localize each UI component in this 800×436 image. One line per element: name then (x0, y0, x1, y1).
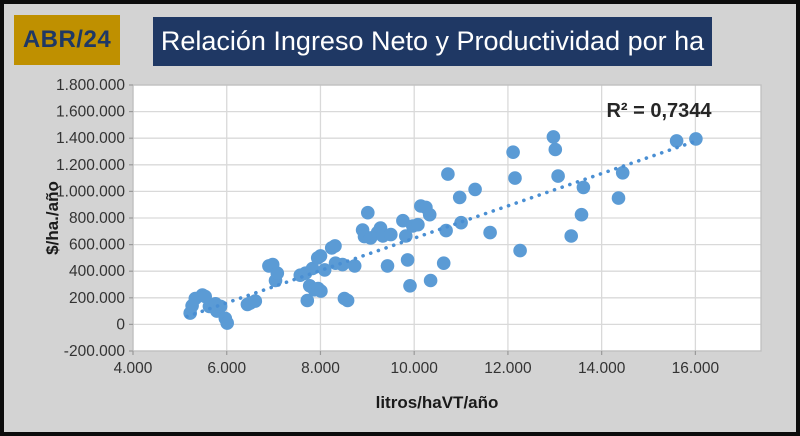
scatter-point (452, 190, 467, 205)
scatter-point (248, 294, 263, 308)
date-badge-label: ABR/24 (22, 26, 112, 53)
x-tick-label: 6.000 (207, 360, 246, 377)
y-tick-label: 400.000 (69, 263, 125, 280)
scatter-point (513, 243, 527, 258)
scatter-point (436, 256, 451, 270)
x-tick-label: 8.000 (301, 360, 340, 377)
scatter-point (439, 223, 453, 238)
scatter-point (400, 253, 415, 267)
scatter-point (380, 259, 395, 273)
y-tick-label: -200.000 (64, 343, 126, 360)
scatter-point (483, 225, 497, 240)
scatter-point (335, 257, 350, 272)
scatter-point (669, 134, 684, 148)
scatter-point (508, 171, 522, 185)
scatter-point (347, 259, 362, 273)
scatter-point (546, 130, 561, 144)
r-squared-annotation: R² = 0,7344 (606, 100, 712, 122)
scatter-point (300, 293, 315, 308)
scatter-point (574, 207, 589, 222)
x-tick-label: 16.000 (672, 360, 720, 377)
chart-title: Relación Ingreso Neto y Productividad po… (160, 26, 705, 56)
x-tick-label: 4.000 (114, 360, 153, 377)
y-tick-label: 600.000 (69, 237, 125, 254)
scatter-point (422, 207, 437, 222)
scatter-point (384, 227, 398, 242)
scatter-point (454, 215, 468, 230)
scatter-point (551, 169, 565, 183)
y-axis-title: $/ha./año (43, 181, 62, 255)
y-tick-label: 0 (116, 316, 125, 333)
x-axis-title: litros/haVT/año (376, 393, 499, 412)
scatter-point (314, 284, 328, 298)
y-tick-label: 1.800.000 (56, 77, 125, 94)
scatter-point (313, 249, 328, 263)
x-tick-label: 10.000 (390, 360, 438, 377)
y-tick-label: 1.200.000 (56, 157, 125, 174)
scatter-point (548, 142, 563, 157)
scatter-point (564, 229, 578, 243)
scatter-point (611, 191, 626, 205)
x-tick-label: 12.000 (484, 360, 532, 377)
scatter-point (506, 145, 520, 159)
y-tick-label: 200.000 (69, 290, 125, 307)
scatter-point (328, 239, 342, 253)
scatter-point (468, 182, 482, 197)
y-tick-label: 800.000 (69, 210, 125, 227)
scatter-point (411, 217, 425, 232)
scatter-point (403, 279, 417, 293)
chart-title-bar: Relación Ingreso Neto y Productividad po… (153, 17, 712, 66)
scatter-point (423, 273, 438, 288)
y-tick-label: 1.400.000 (56, 130, 125, 147)
scatter-point (340, 293, 355, 308)
scatter-point (576, 180, 591, 195)
date-badge: ABR/24 (14, 15, 120, 65)
scatter-point (615, 166, 630, 180)
scatter-point (270, 266, 285, 281)
y-tick-label: 1.000.000 (56, 183, 125, 200)
trendline (185, 138, 701, 319)
scatter-point (441, 167, 455, 181)
x-tick-label: 14.000 (578, 360, 626, 377)
y-tick-label: 1.600.000 (56, 104, 125, 121)
scatter-point (220, 316, 234, 330)
scatter-chart: 1.800.000 1.600.000 1.400.000 1.200.000 1.00… (43, 77, 762, 412)
scatter-point (361, 205, 375, 220)
